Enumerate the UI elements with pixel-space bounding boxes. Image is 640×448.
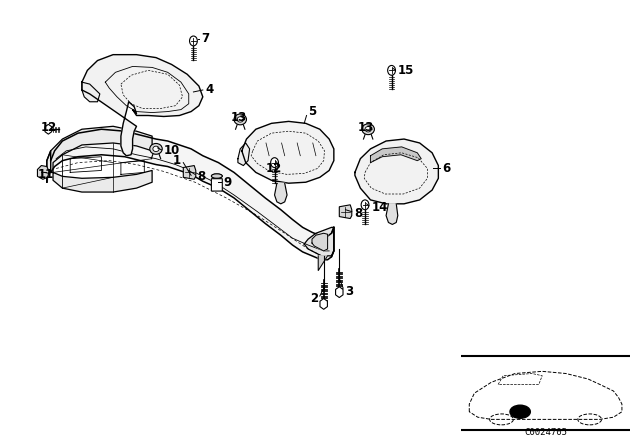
Circle shape (271, 158, 278, 168)
Circle shape (388, 65, 396, 75)
Text: 6: 6 (442, 162, 451, 175)
Ellipse shape (153, 146, 159, 151)
Text: 13: 13 (358, 121, 374, 134)
Text: 8: 8 (354, 207, 362, 220)
FancyBboxPatch shape (211, 179, 222, 191)
Polygon shape (51, 129, 334, 260)
Ellipse shape (211, 174, 222, 178)
Polygon shape (38, 166, 49, 179)
Text: 2: 2 (310, 292, 319, 305)
Polygon shape (318, 256, 328, 271)
Text: C0024705: C0024705 (524, 428, 567, 437)
Text: 10: 10 (164, 144, 180, 157)
Polygon shape (82, 55, 203, 156)
Polygon shape (386, 204, 398, 224)
Polygon shape (304, 228, 334, 256)
Ellipse shape (362, 124, 374, 135)
Text: 4: 4 (205, 83, 213, 96)
Polygon shape (355, 139, 438, 204)
Polygon shape (371, 147, 421, 163)
Polygon shape (312, 233, 328, 251)
Text: 1: 1 (173, 154, 181, 167)
Polygon shape (242, 121, 334, 183)
Text: 11: 11 (38, 168, 54, 181)
Polygon shape (339, 205, 352, 219)
Text: 14: 14 (371, 201, 388, 214)
Circle shape (189, 36, 197, 46)
Ellipse shape (150, 143, 163, 154)
Circle shape (510, 405, 531, 418)
Text: 13: 13 (231, 111, 247, 124)
Ellipse shape (365, 126, 371, 132)
Text: 5: 5 (308, 105, 316, 118)
Polygon shape (82, 82, 100, 102)
Text: 7: 7 (201, 32, 209, 45)
Polygon shape (332, 228, 334, 257)
Polygon shape (238, 143, 250, 166)
Text: 8: 8 (197, 170, 205, 183)
Polygon shape (47, 126, 152, 192)
Ellipse shape (237, 117, 243, 122)
Text: 3: 3 (346, 284, 354, 297)
Text: 12: 12 (40, 121, 57, 134)
Circle shape (361, 200, 369, 210)
Ellipse shape (234, 114, 246, 125)
Polygon shape (47, 151, 51, 182)
Polygon shape (183, 166, 196, 179)
Text: 9: 9 (223, 176, 231, 189)
Ellipse shape (211, 174, 222, 178)
Text: 12: 12 (265, 162, 282, 175)
Text: 15: 15 (398, 64, 414, 77)
Polygon shape (275, 183, 287, 204)
